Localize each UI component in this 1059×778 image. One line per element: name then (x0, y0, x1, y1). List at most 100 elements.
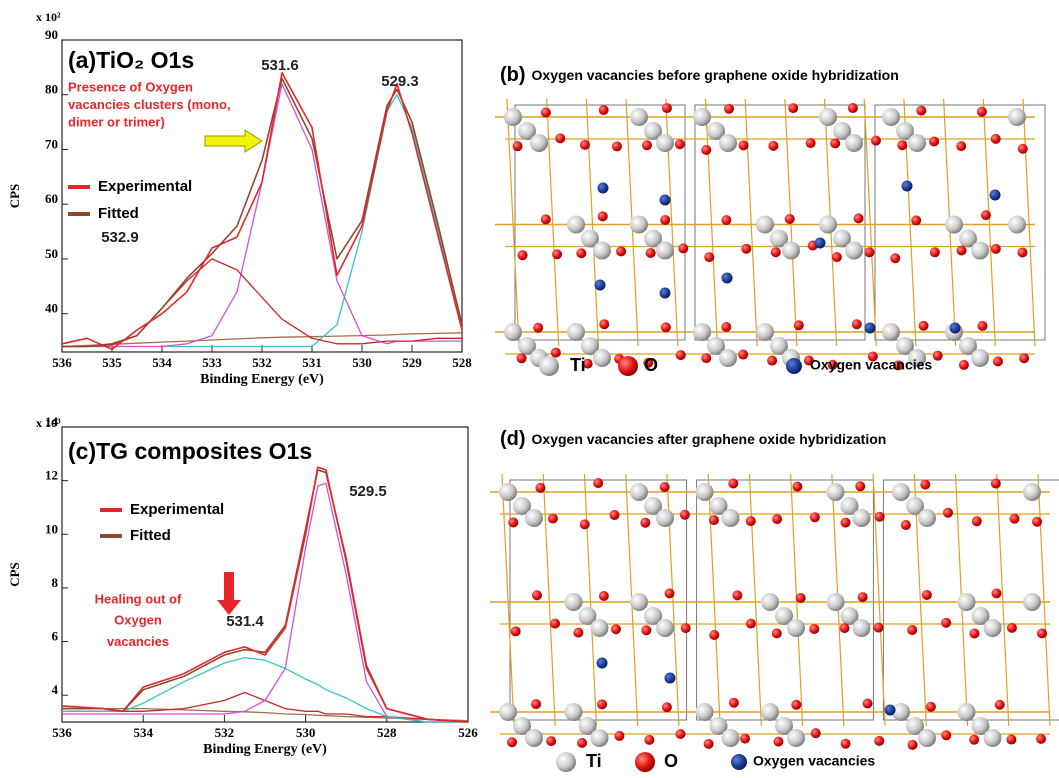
o-atom (993, 356, 1003, 366)
legend-label: O (644, 355, 658, 375)
o-atom (794, 320, 804, 330)
chart-title: (c)TG composites O1s (68, 438, 312, 464)
lattice (495, 99, 1045, 370)
ti-atom (827, 593, 845, 611)
bond (586, 99, 598, 346)
y-multiplier: x 10² (36, 10, 61, 24)
o-atom (641, 625, 651, 635)
legend-swatch (786, 358, 802, 374)
o-atom (926, 702, 936, 712)
o-atom (593, 478, 603, 488)
o-atom (580, 140, 590, 150)
o-atom (771, 247, 781, 257)
o-atom (773, 737, 783, 747)
ti-atom (756, 323, 774, 341)
o-atom (660, 482, 670, 492)
ti-atom (908, 134, 926, 152)
ti-atom (525, 729, 543, 747)
legend-label: Oxygen vacancies (753, 753, 875, 769)
o-atom (922, 590, 932, 600)
o-atom (854, 213, 864, 223)
o-atom (897, 140, 907, 150)
ti-atom (782, 242, 800, 260)
x-tick-label: 536 (52, 355, 72, 370)
ti-atom (525, 509, 543, 527)
ti-atom (882, 323, 900, 341)
legend-label: Ti (586, 751, 602, 771)
o-atom (681, 623, 691, 633)
o-atom (701, 353, 711, 363)
o-atom (531, 699, 541, 709)
o-atom (977, 321, 987, 331)
o-atom (956, 141, 966, 151)
o-atom (546, 736, 556, 746)
ti-atom (945, 216, 963, 234)
o-atom (724, 104, 734, 114)
o-atom (598, 211, 608, 221)
o-atom (662, 103, 672, 113)
o-atom (704, 739, 714, 749)
ti-atom (719, 349, 737, 367)
ti-atom (630, 108, 648, 126)
lattice (490, 474, 1059, 750)
o-atom (599, 591, 609, 601)
o-atom (740, 734, 750, 744)
o-atom (772, 514, 782, 524)
o-atom (551, 348, 561, 358)
o-atom (811, 728, 821, 738)
vacancy (902, 181, 913, 192)
annotation: dimer or trimer) (68, 114, 165, 129)
o-atom (580, 519, 590, 529)
ti-atom (630, 216, 648, 234)
ti-atom (722, 729, 740, 747)
o-atom (991, 479, 1001, 489)
o-atom (741, 244, 751, 254)
o-atom (863, 698, 873, 708)
vacancy (865, 323, 876, 334)
ti-atom (1008, 108, 1026, 126)
ti-atom (882, 108, 900, 126)
o-atom (929, 136, 939, 146)
o-atom (661, 322, 671, 332)
o-atom (911, 215, 921, 225)
o-atom (721, 322, 731, 332)
o-atom (548, 514, 558, 524)
o-atom (675, 139, 685, 149)
x-tick-label: 529 (402, 355, 422, 370)
o-atom (874, 736, 884, 746)
x-tick-label: 530 (296, 725, 316, 740)
o-atom (788, 103, 798, 113)
ti-atom (722, 509, 740, 527)
legend-label: Experimental (98, 178, 192, 195)
ti-atom (845, 134, 863, 152)
ti-atom (918, 509, 936, 527)
o-atom (611, 624, 621, 634)
y-tick-label: 12 (45, 468, 58, 483)
o-atom (675, 729, 685, 739)
o-atom (610, 510, 620, 520)
panel-label: (b) (500, 64, 526, 86)
arrow (205, 130, 262, 152)
o-atom (855, 481, 865, 491)
vacancy (665, 673, 676, 684)
ti-atom (504, 323, 522, 341)
y-tick-label: 4 (52, 682, 59, 697)
o-atom (969, 628, 979, 638)
o-atom (1037, 628, 1047, 638)
annotation: vacancies clusters (mono, (68, 97, 231, 112)
vacancy (595, 280, 606, 291)
o-atom (678, 243, 688, 253)
o-atom (959, 360, 969, 370)
o-atom (991, 134, 1001, 144)
bond (997, 474, 1009, 726)
bond (543, 474, 555, 726)
o-atom (1036, 734, 1046, 744)
o-atom (660, 215, 670, 225)
o-atom (832, 252, 842, 262)
o-atom (552, 249, 562, 259)
annotation: Oxygen (114, 613, 162, 628)
o-atom (541, 214, 551, 224)
o-atom (508, 517, 518, 527)
series-line (62, 693, 468, 723)
ti-atom (504, 108, 522, 126)
